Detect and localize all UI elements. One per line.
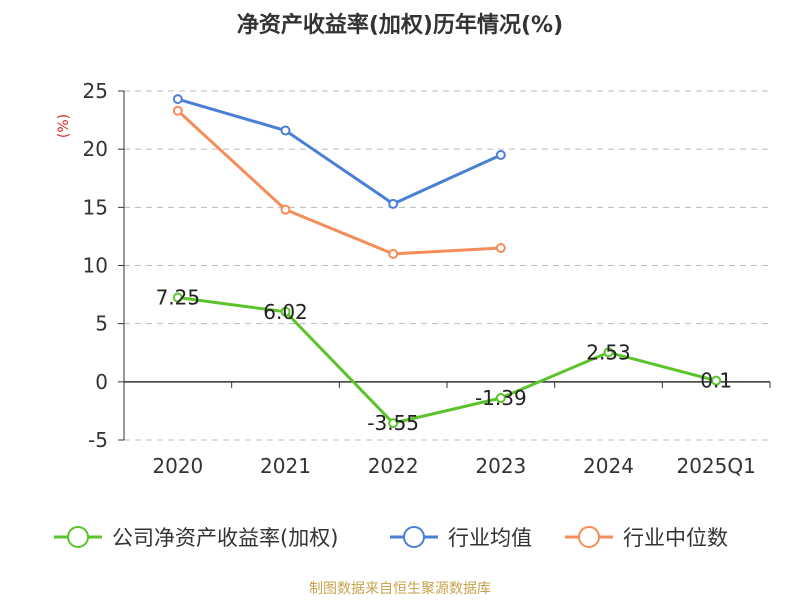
y-tick-label-5: 0 [95, 370, 108, 394]
legend: 公司净资产收益率(加权) 行业均值 行业中位数 [54, 526, 728, 550]
x-tick-label-1: 2021 [260, 454, 311, 478]
series-2-point-3 [495, 243, 506, 254]
series-line-2 [176, 109, 501, 256]
source-note: 制图数据来自恒生聚源数据库 [309, 581, 491, 597]
series-1-point-1 [280, 125, 291, 136]
legend-swatch-marker-0 [67, 526, 89, 548]
data-label-layer: 7.25 6.02 -3.55 -1.39 2.53 0.1 [156, 285, 733, 435]
series-2-point-1 [280, 204, 291, 215]
legend-label-0: 公司净资产收益率(加权) [112, 526, 338, 550]
legend-item-2[interactable]: 行业中位数 [565, 526, 728, 550]
x-tick-label-3: 2023 [475, 454, 526, 478]
y-tick-label-4: 5 [95, 312, 108, 336]
series-2-point-2 [388, 248, 399, 259]
grid-layer [124, 90, 770, 441]
legend-label-2: 行业中位数 [623, 526, 728, 550]
x-tick-label-5: 2025Q1 [676, 454, 755, 478]
legend-label-1: 行业均值 [448, 526, 532, 550]
y-tick-label-3: 10 [83, 254, 108, 278]
y-tick-label-0: 25 [83, 79, 108, 103]
axis-layer: 25 20 15 10 5 0 -5 2020 2021 2022 2023 2024 2025Q1 [83, 79, 771, 478]
data-label-3: -1.39 [475, 386, 527, 410]
x-tick-label-2: 2022 [368, 454, 419, 478]
series-1-point-3 [495, 149, 506, 160]
series-2-point-0 [172, 105, 183, 116]
series-layer [172, 94, 722, 429]
series-line-0 [177, 296, 717, 425]
legend-item-1[interactable]: 行业均值 [390, 526, 532, 550]
series-1-point-2 [388, 198, 399, 209]
series-0-point-2 [388, 418, 399, 429]
data-label-4: 2.53 [586, 340, 631, 364]
x-tick-label-0: 2020 [152, 454, 203, 478]
chart-title: 净资产收益率(加权)历年情况(%) [237, 12, 563, 38]
legend-item-0[interactable]: 公司净资产收益率(加权) [54, 526, 338, 550]
y-axis-label: (%) [56, 114, 72, 138]
legend-swatch-marker-2 [578, 526, 600, 548]
series-1-point-0 [172, 94, 183, 105]
y-tick-label-1: 20 [83, 137, 108, 161]
series-line-1 [177, 97, 502, 206]
data-label-2: -3.55 [367, 411, 419, 435]
series-0-point-3 [495, 393, 506, 404]
series-0-point-1 [280, 306, 291, 317]
data-label-1: 6.02 [263, 300, 308, 324]
y-tick-label-2: 15 [83, 195, 108, 219]
series-0-point-0 [172, 292, 183, 303]
data-label-5: 0.1 [700, 369, 732, 393]
series-0-point-4 [603, 347, 614, 358]
y-tick-label-6: -5 [88, 428, 108, 452]
x-tick-label-4: 2024 [583, 454, 634, 478]
series-0-point-5 [711, 375, 722, 386]
legend-swatch-marker-1 [403, 526, 425, 548]
data-label-0: 7.25 [156, 285, 201, 309]
